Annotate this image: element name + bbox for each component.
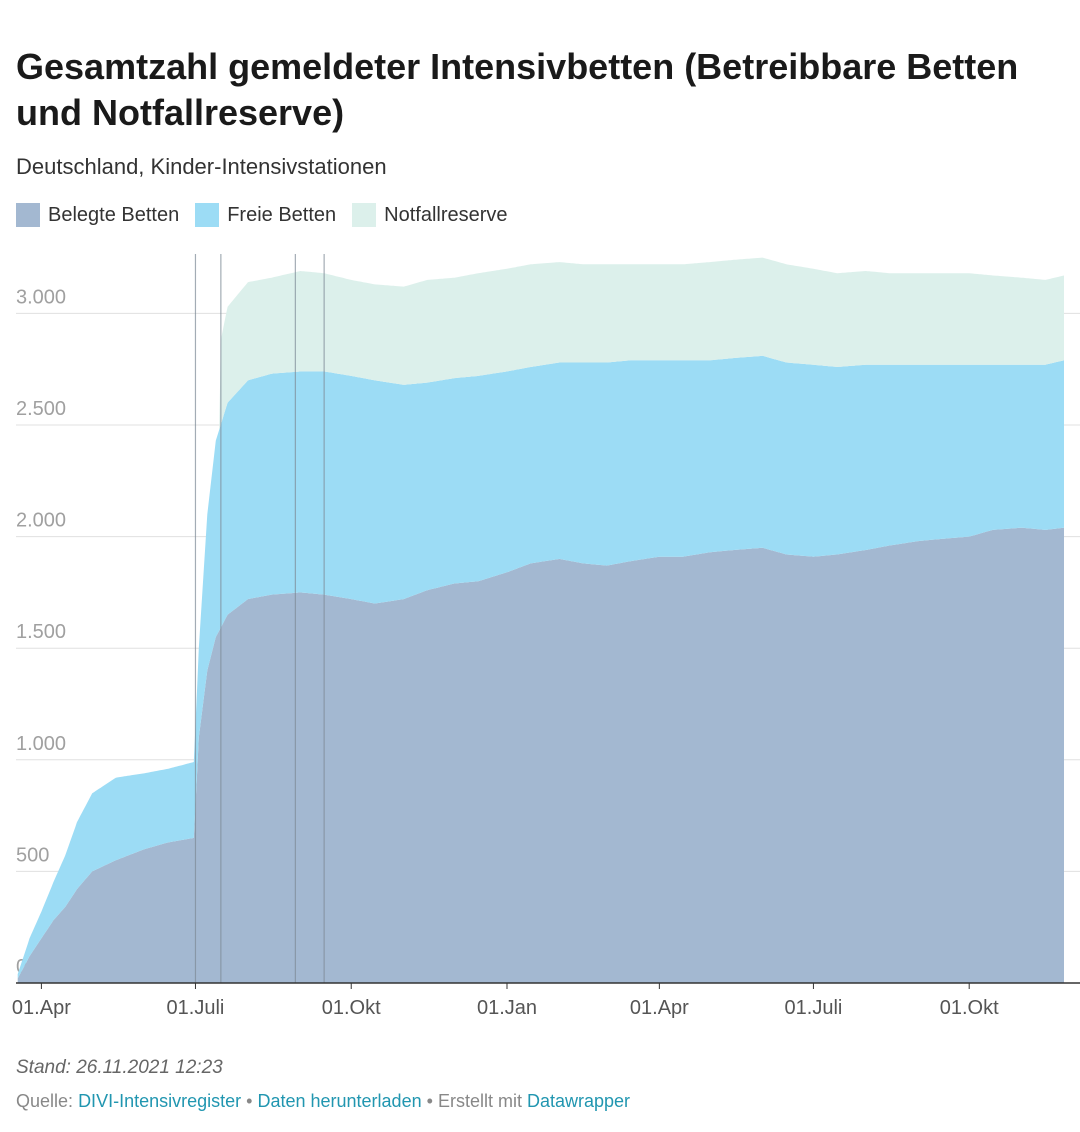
chart-legend: Belegte Betten Freie Betten Notfallreser… [16, 203, 508, 227]
x-tick-label: 01.Okt [322, 997, 381, 1019]
y-tick-label: 2.500 [16, 398, 66, 420]
y-tick-label: 500 [16, 844, 49, 866]
y-tick-label: 1.000 [16, 733, 66, 755]
x-tick-label: 01.Okt [940, 997, 999, 1019]
legend-swatch-belegte-betten [16, 203, 40, 227]
area-notfallreserve [219, 257, 1064, 430]
source-link[interactable]: DIVI-Intensivregister [78, 1091, 242, 1111]
x-tick-label: 01.Jan [477, 997, 537, 1019]
area-belegte-betten [17, 527, 1065, 983]
area-chart: 05001.0001.5002.0002.5003.00001.Apr01.Ju… [12, 254, 1080, 1019]
x-tick-label: 01.Apr [630, 997, 689, 1019]
chart-subtitle: Deutschland, Kinder-Intensivstationen [16, 154, 387, 179]
download-data-link[interactable]: Daten herunterladen [257, 1091, 422, 1111]
area-freie-betten [17, 355, 1065, 979]
footer-source: Quelle: DIVI-Intensivregister • Daten he… [16, 1091, 630, 1112]
legend-item-freie-betten: Freie Betten [195, 203, 336, 227]
legend-label-freie-betten: Freie Betten [227, 203, 337, 226]
separator-dot: • [426, 1091, 433, 1111]
legend-swatch-freie-betten [195, 203, 220, 227]
legend-swatch-notfallreserve [352, 203, 377, 227]
legend-label-notfallreserve: Notfallreserve [384, 203, 508, 226]
x-tick-label: 01.Juli [167, 997, 225, 1019]
legend-item-notfallreserve: Notfallreserve [352, 203, 508, 227]
x-tick-label: 01.Apr [12, 997, 71, 1019]
separator-dot: • [246, 1091, 253, 1111]
created-with-label: Erstellt mit [437, 1091, 522, 1111]
datawrapper-link[interactable]: Datawrapper [526, 1091, 631, 1111]
footer-stand: Stand: 26.11.2021 12:23 [16, 1057, 223, 1078]
legend-item-belegte-betten: Belegte Betten [16, 203, 179, 227]
y-tick-label: 3.000 [16, 286, 66, 308]
legend-label-belegte-betten: Belegte Betten [48, 203, 180, 226]
source-label: Quelle: [16, 1091, 74, 1111]
y-tick-label: 1.500 [16, 621, 66, 643]
y-tick-label: 2.000 [16, 510, 66, 532]
x-tick-label: 01.Juli [785, 997, 843, 1019]
chart-title: Gesamtzahl gemeldeter Intensivbetten (Be… [16, 46, 1019, 133]
